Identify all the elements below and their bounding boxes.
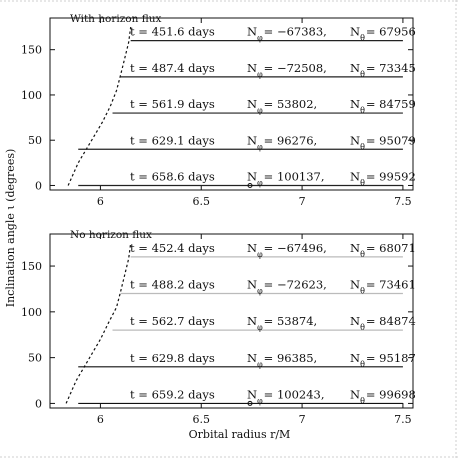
ntheta-label-0-4: Nθ= 99592 [350,169,416,187]
nphi-label-0-3: Nφ= 96276, [247,133,317,151]
nphi-label-0-0: Nφ= −67383, [247,25,327,43]
nphi-label-0-4: Nφ= 100137, [247,169,325,187]
ntheta-label-1-0: Nθ= 68071 [350,241,416,258]
y-tick-label-1-2: 100 [21,306,42,319]
y-tick-label-1-1: 50 [28,352,42,365]
panel-label-1: No horizon flux [70,229,152,241]
panel-label-0: With horizon flux [70,13,161,25]
time-label-0-1: t = 487.4 days [130,61,215,75]
dashed-curve-0 [67,26,132,186]
time-label-1-4: t = 659.2 days [130,387,215,401]
small-circle-marker-0-4 [247,182,253,188]
ntheta-label-0-0: Nθ= 67956 [350,25,416,43]
x-tick-label-1-1: 6.5 [193,413,211,426]
nphi-label-1-2: Nφ= 53874, [247,314,317,332]
panel-with-horizon-flux: With horizon flux 6 6.5 7 7.5 0 50 100 150 t = 45… [21,13,416,208]
time-label-0-3: t = 629.1 days [130,133,215,147]
nphi-label-0-1: Nφ= −72508, [247,61,327,79]
time-label-1-2: t = 562.7 days [130,314,215,328]
ntheta-label-1-4: Nθ= 99698 [350,387,416,405]
ntheta-label-0-1: Nθ= 73345 [350,61,416,79]
nphi-label-0-2: Nφ= 53802, [247,97,317,115]
y-tick-label-0-2: 100 [21,89,42,102]
plot-frame-0 [49,17,414,191]
x-tick-label-1-3: 7.5 [394,413,412,426]
time-label-0-2: t = 561.9 days [130,97,215,111]
time-label-1-1: t = 488.2 days [130,278,215,292]
x-tick-label-0-1: 6.5 [193,195,211,208]
small-circle-marker-1-4 [247,400,253,406]
y-tick-label-1-3: 150 [21,260,42,273]
y-tick-label-0-0: 0 [35,179,42,192]
y-tick-label-0-1: 50 [28,134,42,147]
ntheta-label-0-3: Nθ= 95079 [350,133,416,151]
nphi-label-1-3: Nφ= 96385, [247,351,317,369]
x-tick-label-1-0: 6 [97,413,104,426]
x-tick-label-0-0: 6 [97,195,104,208]
main-y-axis-label: Inclination angle ι (degrees) [4,149,17,308]
ntheta-label-1-2: Nθ= 84874 [350,314,416,332]
ntheta-label-1-3: Nθ= 95187 [350,351,416,369]
time-label-1-0: t = 452.4 days [130,241,215,255]
panel-no-horizon-flux: No horizon flux 6 6.5 7 7.5 0 50 100 150 t = 452.… [21,229,416,441]
time-label-0-4: t = 658.6 days [130,169,215,183]
nphi-label-1-4: Nφ= 100243, [247,387,325,405]
nphi-label-1-1: Nφ= −72623, [247,278,327,296]
x-tick-label-0-3: 7.5 [394,195,412,208]
plot-frame-1 [49,233,414,409]
ntheta-label-0-2: Nθ= 84759 [350,97,416,115]
time-label-0-0: t = 451.6 days [130,25,215,39]
x-tick-label-1-2: 7 [299,413,306,426]
y-tick-label-1-0: 0 [35,397,42,410]
ntheta-label-1-1: Nθ= 73461 [350,278,416,296]
nphi-label-1-0: Nφ= −67496, [247,241,327,258]
x-tick-label-0-2: 7 [299,195,306,208]
dashed-curve-1 [65,243,132,404]
time-label-1-3: t = 629.8 days [130,351,215,365]
x-axis-label-1: Orbital radius r/M [189,428,291,441]
y-tick-label-0-3: 150 [21,44,42,57]
